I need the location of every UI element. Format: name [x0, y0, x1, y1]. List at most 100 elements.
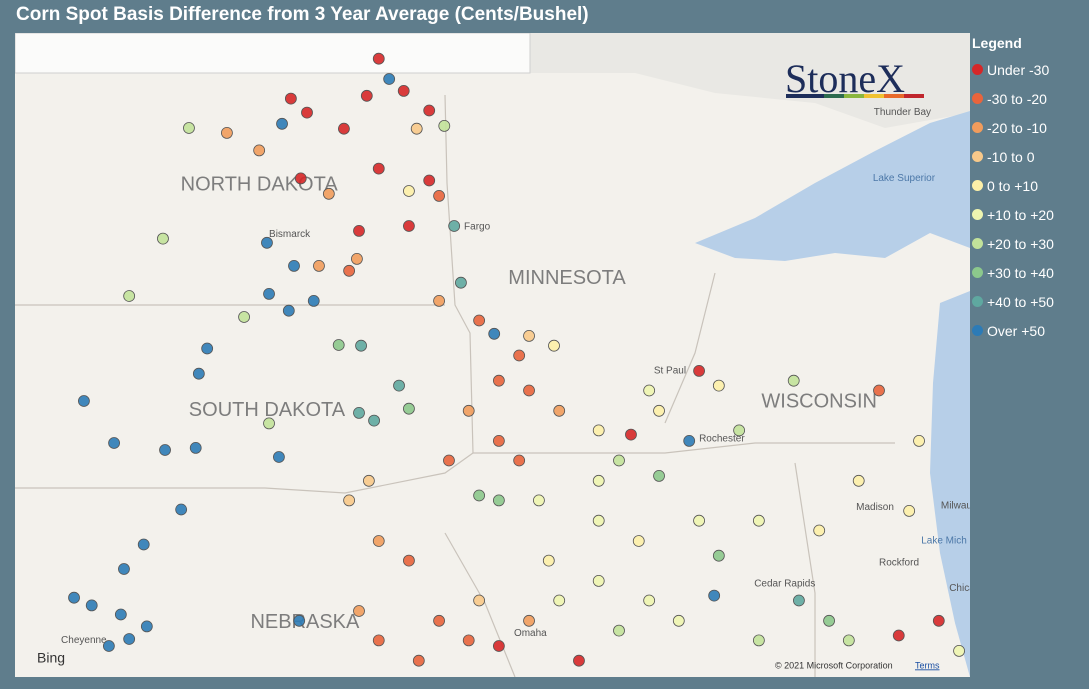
land [15, 33, 970, 677]
site [433, 189, 445, 202]
site [523, 384, 535, 397]
city-label: Rockford [879, 557, 919, 568]
site [712, 549, 725, 562]
legend-label: Under -30 [987, 61, 1050, 78]
site [492, 494, 505, 507]
site [108, 437, 120, 449]
site [553, 404, 566, 417]
site [592, 424, 605, 437]
site [288, 259, 300, 272]
legend-swatch [972, 122, 983, 133]
city-label: Omaha [514, 628, 547, 639]
city-label: St Paul [654, 366, 686, 377]
site [488, 327, 501, 340]
site [913, 434, 925, 447]
border [473, 442, 895, 454]
site [473, 489, 486, 502]
site [632, 535, 645, 547]
city-label: Cheyenne [61, 635, 107, 646]
site [157, 232, 169, 245]
site [793, 594, 805, 607]
legend-item: -30 to -20 [972, 84, 1089, 113]
legend-label: -10 to 0 [987, 148, 1035, 165]
site [397, 85, 410, 97]
site [123, 633, 136, 645]
site [653, 469, 665, 482]
site [523, 329, 535, 342]
legend: Legend Under -30 -30 to -20 -20 to -10 -10 … [972, 35, 1089, 345]
legend-item: +40 to +50 [972, 287, 1089, 316]
city-label: Rochester [699, 433, 745, 444]
site [683, 434, 696, 447]
site [183, 122, 195, 134]
site [118, 563, 130, 575]
site [403, 185, 415, 197]
city-label: Madison [856, 502, 894, 513]
site [643, 594, 656, 607]
site [533, 494, 545, 507]
border [15, 452, 474, 494]
site [712, 379, 725, 392]
site [332, 339, 345, 351]
site [473, 314, 486, 327]
lake-michigan [930, 291, 970, 677]
site [140, 620, 153, 633]
city-label: Bismarck [269, 229, 311, 240]
site [201, 342, 214, 355]
state-label: MINNESOTA [508, 267, 626, 289]
logo: StoneX [785, 56, 905, 101]
site [613, 624, 625, 637]
site [438, 120, 451, 132]
site [192, 367, 205, 380]
state-label: SOUTH DAKOTA [189, 399, 346, 421]
site [78, 395, 90, 407]
legend-swatch [972, 296, 983, 307]
legend-swatch [972, 267, 983, 278]
site [523, 614, 535, 627]
legend-item: 0 to +10 [972, 171, 1089, 200]
legend-label: +30 to +40 [987, 264, 1054, 281]
site [573, 654, 585, 667]
city-label: Fargo [464, 221, 491, 232]
site [852, 474, 865, 487]
site [542, 554, 555, 567]
site [553, 594, 566, 607]
site [137, 538, 150, 551]
site [410, 122, 423, 135]
legend-item: +20 to +30 [972, 229, 1089, 258]
site [693, 364, 705, 377]
legend-swatch [972, 151, 983, 162]
site [253, 144, 266, 157]
site [123, 290, 136, 302]
site [492, 374, 505, 387]
site [393, 379, 405, 392]
site [873, 384, 885, 397]
site [752, 634, 765, 647]
legend-item: Under -30 [972, 55, 1089, 84]
site [284, 92, 297, 105]
site [548, 339, 560, 352]
legend-label: +10 to +20 [987, 206, 1054, 223]
site [102, 640, 115, 652]
site [513, 454, 526, 467]
terms-link[interactable]: Terms [915, 660, 940, 670]
site [412, 654, 425, 667]
site [433, 294, 445, 307]
legend-label: 0 to +10 [987, 177, 1038, 194]
site [175, 503, 188, 516]
city-label: Milwaukee [941, 501, 970, 512]
site [159, 444, 171, 456]
map: NORTH DAKOTA SOUTH DAKOTA MINNESOTA WISCONS… [15, 33, 970, 677]
site [273, 451, 285, 463]
site [592, 474, 605, 487]
site [114, 608, 127, 621]
city-label: Thunder Bay [874, 107, 931, 118]
site [353, 605, 365, 617]
state-label: WISCONSIN [761, 391, 877, 413]
site [592, 514, 605, 527]
site [372, 634, 385, 647]
site [752, 514, 765, 527]
legend-label: -20 to -10 [987, 119, 1047, 136]
site [293, 614, 306, 627]
site [343, 494, 356, 507]
